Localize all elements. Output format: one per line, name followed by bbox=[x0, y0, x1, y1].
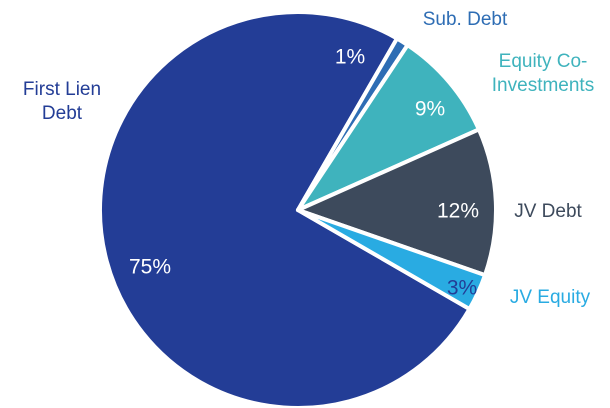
value-label: 1% bbox=[335, 46, 365, 69]
value-label: 9% bbox=[415, 98, 445, 121]
pie-slice bbox=[296, 208, 487, 311]
pie-slice bbox=[296, 127, 498, 278]
value-label: 12% bbox=[437, 200, 479, 223]
category-label: Sub. Debt bbox=[422, 9, 508, 30]
value-label: 3% bbox=[447, 277, 477, 300]
category-label: JV Equity bbox=[509, 287, 591, 308]
pie-slice bbox=[98, 10, 472, 408]
category-label: JV Debt bbox=[514, 201, 582, 222]
value-label: 75% bbox=[129, 256, 171, 279]
category-label: First Lien Debt bbox=[22, 79, 102, 124]
category-label: Equity Co-Investments bbox=[491, 51, 595, 96]
pie-slice bbox=[296, 43, 481, 212]
